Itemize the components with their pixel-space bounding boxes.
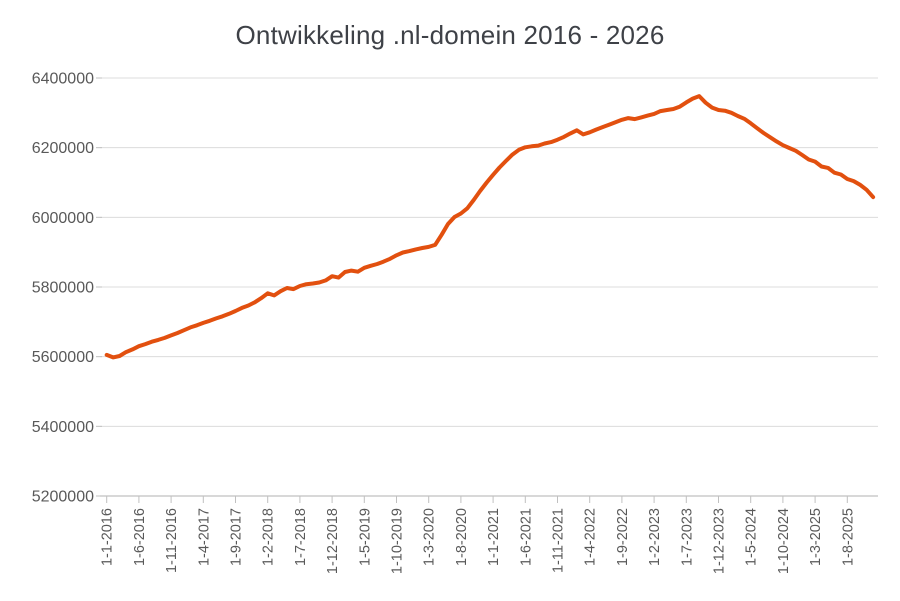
x-tick-label: 1-6-2016 [132,508,148,566]
y-tick-label: 6400000 [32,71,94,88]
y-tick-label: 5200000 [32,489,94,506]
x-tick-label: 1-12-2023 [712,508,728,574]
domain-count-line [104,94,876,360]
x-tick-label: 1-8-2025 [840,508,856,566]
x-tick-label: 1-5-2024 [744,508,760,566]
x-tick-label: 1-5-2019 [357,508,373,566]
x-tick-label: 1-1-2016 [100,508,116,566]
x-tick-label: 1-10-2019 [390,508,406,574]
x-tick-label: 1-11-2016 [164,508,180,573]
x-tick-label: 1-2-2018 [261,508,277,566]
x-tick-label: 1-6-2021 [518,508,534,566]
x-tick-label: 1-7-2023 [679,508,695,566]
x-tick-label: 1-9-2017 [229,508,245,566]
y-tick-label: 5600000 [32,349,94,366]
y-tick-label: 6200000 [32,140,94,157]
x-tick-label: 1-3-2020 [422,508,438,566]
x-tick-label: 1-4-2017 [196,508,212,566]
x-tick-label: 1-2-2023 [647,508,663,566]
y-tick-label: 6000000 [32,210,94,227]
x-tick-label: 1-4-2022 [583,508,599,566]
x-tick-label: 1-8-2020 [454,508,470,566]
x-tick-label: 1-7-2018 [293,508,309,566]
x-tick-label: 1-11-2021 [551,508,567,573]
x-tick-label: 1-9-2022 [615,508,631,566]
chart-title: Ontwikkeling .nl-domein 2016 - 2026 [235,20,665,50]
x-tick-label: 1-12-2018 [325,508,341,574]
x-tick-label: 1-1-2021 [486,508,502,566]
x-tick-label: 1-3-2025 [808,508,824,566]
y-tick-label: 5400000 [32,419,94,436]
x-tick-label: 1-10-2024 [776,508,792,574]
y-tick-label: 5800000 [32,280,94,297]
